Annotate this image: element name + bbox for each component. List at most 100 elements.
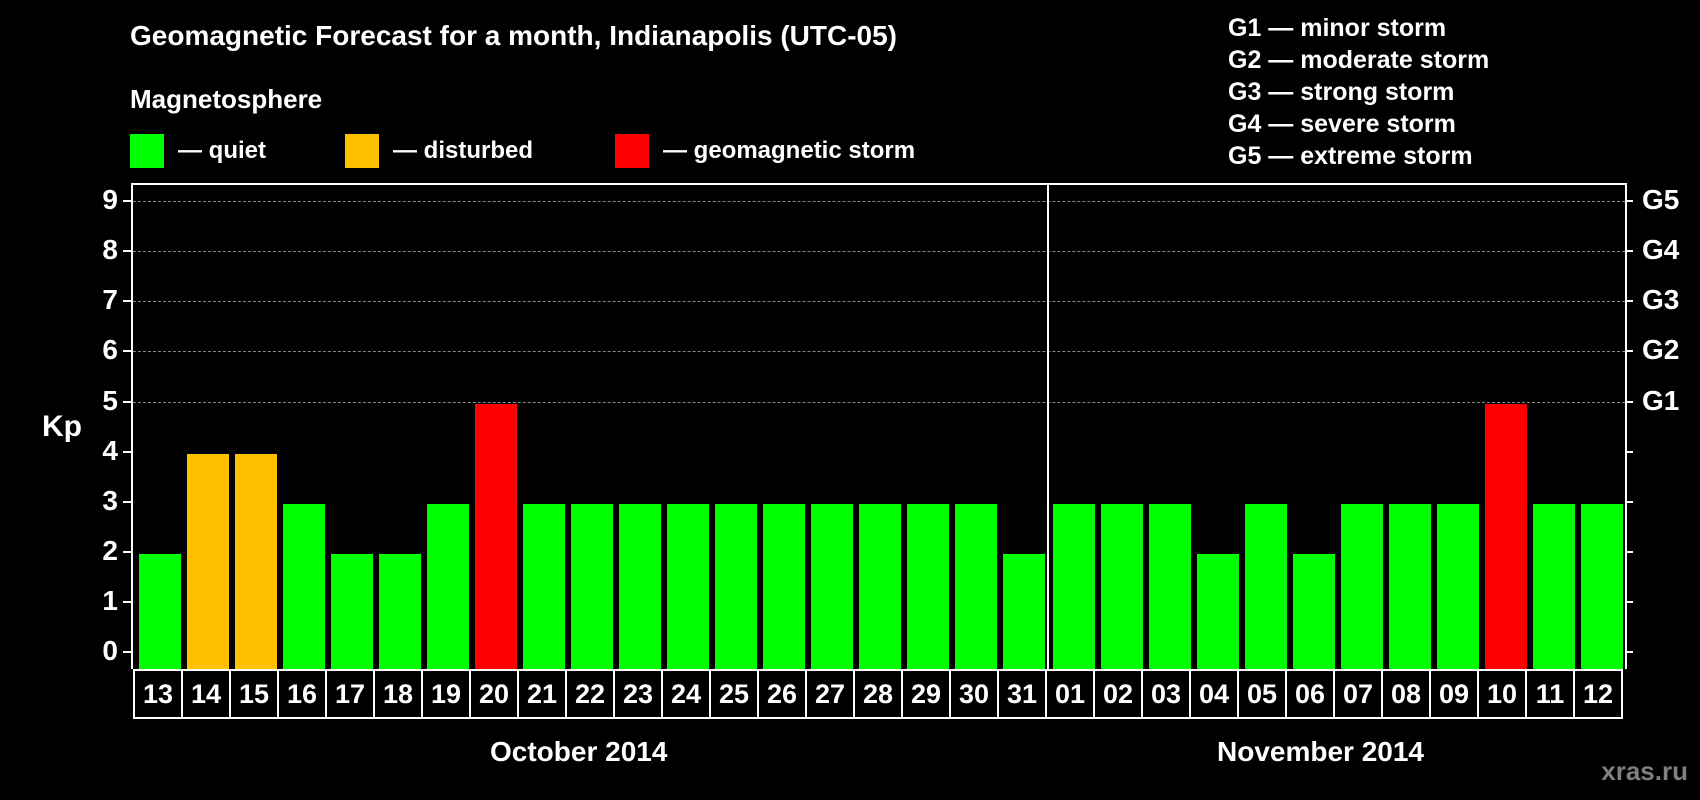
y-tick xyxy=(123,550,131,553)
date-cell: 28 xyxy=(855,671,903,717)
y-tick xyxy=(123,250,131,253)
date-cell: 24 xyxy=(663,671,711,717)
right-tick xyxy=(1625,400,1633,403)
gridline xyxy=(133,251,1625,253)
g-level-label: G3 xyxy=(1642,284,1680,316)
watermark: xras.ru xyxy=(1601,756,1688,786)
date-cell: 13 xyxy=(135,671,183,717)
bar-06 xyxy=(1293,553,1335,669)
bar-14 xyxy=(187,453,229,669)
date-cell: 16 xyxy=(279,671,327,717)
month-label-november: November 2014 xyxy=(1217,736,1425,767)
date-cell: 17 xyxy=(327,671,375,717)
bar-03 xyxy=(1149,503,1191,669)
y-tick-label: 7 xyxy=(102,284,118,316)
bar-22 xyxy=(571,503,613,669)
legend-disturbed-label: — disturbed xyxy=(393,137,534,164)
bar-13 xyxy=(139,553,181,669)
date-cell: 30 xyxy=(951,671,999,717)
g5-legend: G5 — extreme storm xyxy=(1228,142,1473,170)
y-tick xyxy=(123,651,131,653)
g2-legend: G2 — moderate storm xyxy=(1228,46,1490,74)
date-cell: 23 xyxy=(615,671,663,717)
date-cell: 27 xyxy=(807,671,855,717)
right-tick xyxy=(1625,250,1633,253)
date-cell: 18 xyxy=(375,671,423,717)
g-level-label: G5 xyxy=(1642,184,1680,216)
date-cell: 10 xyxy=(1479,671,1527,717)
y-tick-label: 6 xyxy=(102,334,118,366)
bar-10 xyxy=(1485,403,1527,669)
y-axis-label: Kp xyxy=(42,410,82,443)
legend-disturbed: — disturbed xyxy=(345,134,533,168)
bar-16 xyxy=(283,503,325,669)
right-tick xyxy=(1625,500,1633,503)
quiet-swatch xyxy=(130,134,164,168)
date-cell: 29 xyxy=(903,671,951,717)
date-cell: 11 xyxy=(1527,671,1575,717)
bar-31 xyxy=(1003,553,1045,669)
y-tick-label: 5 xyxy=(102,384,118,416)
plot-area xyxy=(131,183,1627,669)
gridline xyxy=(133,401,1625,403)
legend-storm: — geomagnetic storm xyxy=(615,134,915,168)
y-tick-label: 3 xyxy=(102,484,118,516)
storm-swatch xyxy=(615,134,649,168)
y-tick-label: 0 xyxy=(102,635,118,666)
y-tick xyxy=(123,400,131,403)
legend-quiet-label: — quiet xyxy=(178,137,266,164)
bar-29 xyxy=(907,503,949,669)
bar-09 xyxy=(1437,503,1479,669)
date-cell: 07 xyxy=(1335,671,1383,717)
gridline xyxy=(133,201,1625,203)
y-tick xyxy=(123,600,131,603)
date-cell: 01 xyxy=(1047,671,1095,717)
bar-07 xyxy=(1341,503,1383,669)
date-cell: 09 xyxy=(1431,671,1479,717)
legend-subtitle: Magnetosphere xyxy=(130,84,323,114)
date-cell: 20 xyxy=(471,671,519,717)
bar-08 xyxy=(1389,503,1431,669)
date-cell: 03 xyxy=(1143,671,1191,717)
date-cell: 25 xyxy=(711,671,759,717)
date-axis: 13 14 15 16 17 18 19 20 21 22 23 24 25 26 27 28 29 30 31 01… xyxy=(133,669,1623,719)
bar-24 xyxy=(667,503,709,669)
gridline xyxy=(133,301,1625,303)
bar-27 xyxy=(811,503,853,669)
bar-12 xyxy=(1581,503,1623,669)
bar-28 xyxy=(859,503,901,669)
legend-quiet: — quiet xyxy=(130,134,266,168)
y-tick xyxy=(123,300,131,303)
date-cell: 04 xyxy=(1191,671,1239,717)
date-cell: 22 xyxy=(567,671,615,717)
bar-04 xyxy=(1197,553,1239,669)
legend-storm-label: — geomagnetic storm xyxy=(663,137,916,164)
right-tick xyxy=(1625,600,1633,603)
right-tick xyxy=(1625,550,1633,553)
month-label-october: October 2014 xyxy=(490,736,668,767)
g1-legend: G1 — minor storm xyxy=(1228,14,1447,42)
y-tick-label: 4 xyxy=(102,434,118,466)
y-tick-label: 2 xyxy=(102,534,118,566)
right-tick xyxy=(1625,200,1633,203)
y-tick xyxy=(123,450,131,453)
chart-title: Geomagnetic Forecast for a month, Indian… xyxy=(130,20,897,51)
month-divider xyxy=(1047,185,1049,669)
date-cell: 21 xyxy=(519,671,567,717)
date-cell: 19 xyxy=(423,671,471,717)
right-tick xyxy=(1625,350,1633,353)
y-tick-label: 9 xyxy=(102,184,118,216)
bar-11 xyxy=(1533,503,1575,669)
date-cell: 05 xyxy=(1239,671,1287,717)
date-cell: 12 xyxy=(1582,678,1614,709)
g-level-label: G4 xyxy=(1642,234,1680,266)
bar-23 xyxy=(619,503,661,669)
bar-26 xyxy=(763,503,805,669)
date-cell: 02 xyxy=(1095,671,1143,717)
right-tick xyxy=(1625,651,1633,653)
date-cell: 15 xyxy=(231,671,279,717)
g-scale-legend: G1 — minor storm G2 — moderate storm G3 … xyxy=(1228,12,1489,172)
bar-30 xyxy=(955,503,997,669)
bar-21 xyxy=(523,503,565,669)
bar-18 xyxy=(379,553,421,669)
